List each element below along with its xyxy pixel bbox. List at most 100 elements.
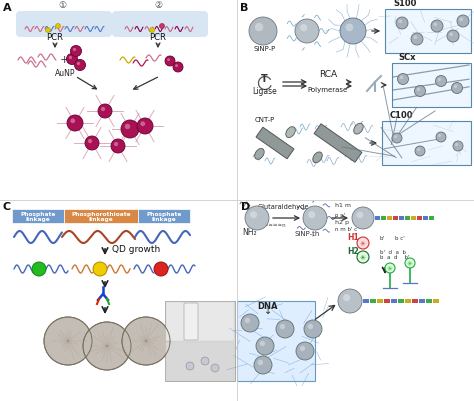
Circle shape (457, 16, 469, 28)
Circle shape (447, 31, 459, 43)
Text: A: A (3, 3, 12, 13)
Text: n p': n p' (335, 213, 345, 217)
Circle shape (98, 105, 112, 119)
Circle shape (399, 20, 402, 24)
FancyBboxPatch shape (112, 12, 208, 38)
Text: QD growth: QD growth (112, 244, 160, 253)
Bar (385, 10, 471, 54)
Bar (426, 299, 432, 303)
Bar (138, 209, 190, 223)
Circle shape (44, 317, 92, 365)
Circle shape (295, 20, 319, 44)
Circle shape (452, 83, 463, 94)
Text: h1 m: h1 m (335, 203, 351, 207)
Bar (237, 301, 315, 381)
Circle shape (415, 147, 425, 157)
Text: +: + (60, 55, 69, 65)
Circle shape (70, 119, 75, 124)
Circle shape (85, 137, 99, 151)
Text: ①: ① (58, 1, 66, 10)
Circle shape (394, 136, 397, 139)
Text: RCA: RCA (319, 70, 337, 79)
Circle shape (114, 143, 118, 147)
Bar (384, 299, 391, 303)
Circle shape (211, 364, 219, 372)
Circle shape (300, 25, 307, 32)
Bar (405, 217, 410, 221)
Bar (412, 299, 419, 303)
FancyBboxPatch shape (16, 12, 112, 38)
Circle shape (256, 337, 274, 355)
Text: Phosphate
linkage: Phosphate linkage (20, 211, 55, 222)
Ellipse shape (286, 128, 295, 138)
Bar (393, 217, 399, 221)
Circle shape (303, 207, 327, 231)
Text: T: T (261, 74, 267, 84)
Bar (392, 64, 471, 108)
Circle shape (352, 207, 374, 229)
Text: b c': b c' (395, 235, 405, 241)
Bar (166, 342, 234, 380)
Circle shape (356, 212, 363, 219)
Circle shape (175, 65, 178, 68)
Circle shape (385, 263, 395, 273)
Circle shape (449, 33, 453, 37)
Text: H1: H1 (347, 233, 359, 241)
Circle shape (438, 135, 441, 138)
Circle shape (71, 47, 82, 57)
Circle shape (201, 357, 209, 365)
Circle shape (398, 74, 409, 85)
Circle shape (74, 60, 85, 71)
Bar (391, 299, 398, 303)
Circle shape (340, 19, 366, 45)
Bar (419, 299, 426, 303)
Circle shape (346, 24, 353, 32)
Circle shape (32, 262, 46, 276)
Bar (314, 124, 362, 163)
Text: Glutaraldehyde: Glutaraldehyde (257, 203, 309, 209)
Circle shape (414, 86, 426, 97)
Bar (166, 302, 234, 341)
Circle shape (396, 18, 408, 30)
Circle shape (258, 360, 263, 365)
Bar (387, 217, 392, 221)
Circle shape (245, 318, 250, 323)
Circle shape (405, 258, 415, 268)
Circle shape (249, 18, 277, 46)
Bar (256, 128, 294, 160)
Bar (381, 217, 386, 221)
Circle shape (67, 116, 83, 132)
Bar (411, 217, 417, 221)
Circle shape (453, 142, 463, 152)
Circle shape (357, 251, 369, 263)
Text: n m b' c: n m b' c (335, 227, 357, 231)
Text: ✳: ✳ (387, 265, 393, 271)
Circle shape (101, 108, 105, 112)
Circle shape (454, 85, 457, 89)
Circle shape (173, 63, 183, 73)
Circle shape (436, 133, 446, 143)
Circle shape (55, 24, 61, 29)
Bar (370, 299, 376, 303)
Bar (398, 299, 404, 303)
Circle shape (357, 237, 369, 249)
Circle shape (140, 122, 145, 127)
Text: PCR: PCR (46, 33, 64, 42)
Bar (165, 301, 235, 381)
Circle shape (122, 317, 170, 365)
Circle shape (260, 341, 265, 346)
Text: b  a  d    b': b a d b' (380, 254, 410, 259)
Text: b': b' (380, 235, 385, 241)
Circle shape (245, 207, 269, 231)
Text: D: D (241, 201, 250, 211)
Ellipse shape (354, 124, 363, 135)
Circle shape (417, 89, 420, 92)
Bar (429, 217, 435, 221)
Circle shape (73, 49, 76, 52)
Circle shape (304, 320, 322, 338)
Circle shape (413, 36, 417, 40)
Text: b H₂N≈≈≈≈n: b H₂N≈≈≈≈n (248, 223, 286, 227)
Bar (433, 299, 439, 303)
Circle shape (300, 346, 305, 351)
Circle shape (149, 28, 155, 33)
